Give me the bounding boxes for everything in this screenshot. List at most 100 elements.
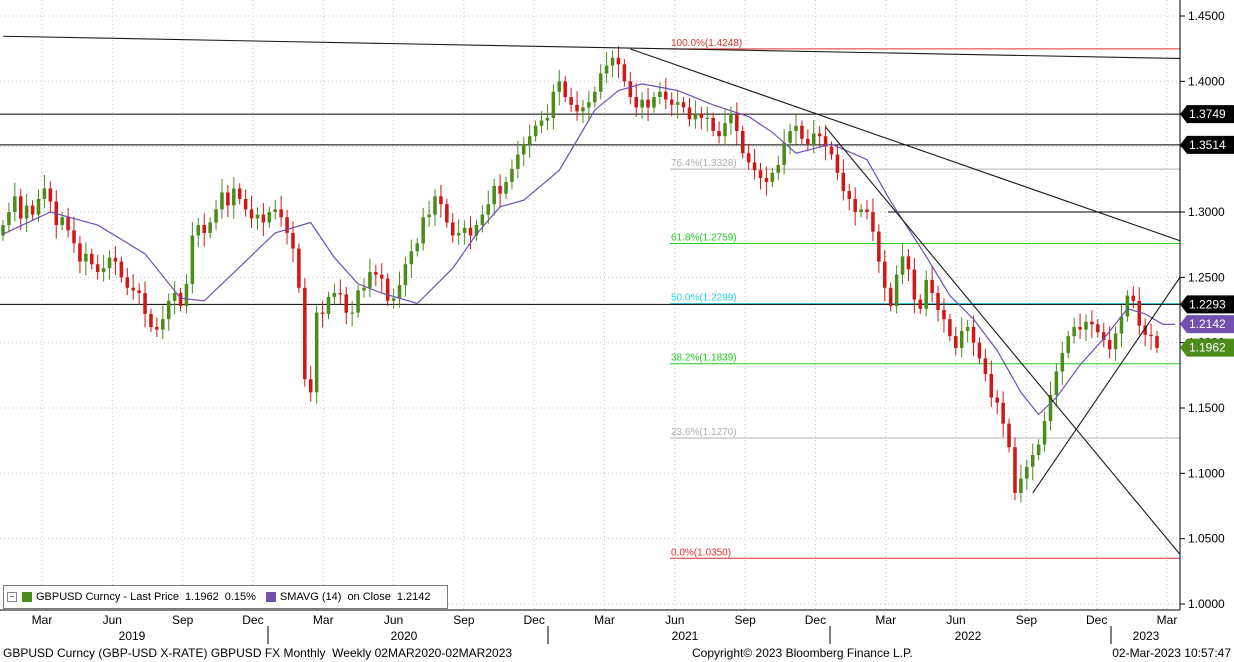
price-label-bg [1180, 135, 1234, 154]
candle-body [510, 168, 514, 182]
candle-body [817, 133, 822, 137]
y-tick-label: 1.1000 [1188, 466, 1225, 480]
x-month-label: Mar [875, 613, 896, 627]
candle-body [1030, 455, 1035, 467]
candle-body [1078, 326, 1082, 330]
chart-grid [0, 0, 1180, 610]
x-month-label: Jun [946, 613, 965, 627]
candle-body [285, 217, 289, 233]
candle-body [7, 212, 11, 226]
legend-item-price: GBPUSD Curncy - Last Price 1.1962 0.15% [22, 591, 256, 603]
legend-series1-value: 1.1962 [185, 591, 219, 603]
legend-series1-change: 0.15% [224, 591, 256, 603]
candle-body [652, 97, 656, 108]
candle-body [906, 256, 911, 270]
fib-label: 61.8%(1.2759) [671, 232, 737, 243]
candle-body [782, 142, 786, 165]
price-label-text: 1.3749 [1189, 107, 1226, 121]
candle-body [338, 293, 343, 295]
candle-body [912, 269, 917, 300]
candle-body [729, 114, 733, 124]
candle-body [66, 217, 70, 231]
candle-body [581, 107, 585, 112]
horizontal-levels [0, 113, 1180, 305]
candle-body [1001, 402, 1005, 424]
candle-body [871, 212, 875, 232]
candle-body [746, 153, 751, 163]
candle-body [959, 330, 964, 348]
x-month-label: Dec [242, 613, 263, 627]
legend-collapse-icon[interactable]: − [7, 592, 17, 602]
candle-body [78, 243, 82, 262]
legend-item-sma: SMAVG (14) on Close 1.2142 [265, 591, 431, 603]
candle-body [930, 279, 934, 294]
candle-body [291, 232, 295, 249]
candle-body [776, 164, 781, 173]
candle-body [693, 114, 698, 120]
candle-body [1, 225, 5, 236]
x-month-label: Sep [453, 613, 475, 627]
candle-body [971, 326, 976, 343]
candle-body [462, 227, 467, 233]
candle-body [587, 102, 591, 108]
candle-body [498, 185, 502, 194]
candle-body [681, 102, 686, 108]
candle-body [516, 154, 520, 169]
candle-body [527, 136, 532, 145]
candle-body [995, 397, 999, 403]
candle-body [616, 57, 621, 65]
candle-body [486, 204, 491, 215]
candle-body [628, 81, 633, 98]
price-label-text: 1.3514 [1189, 138, 1226, 152]
candle-body [539, 120, 544, 126]
candle-body [214, 209, 218, 223]
x-month-label: Dec [524, 613, 545, 627]
candle-body [137, 290, 141, 294]
price-label-bg [1180, 315, 1234, 334]
price-label-text: 1.2142 [1189, 317, 1226, 331]
candle-body [226, 192, 230, 206]
fib-label: 38.2%(1.1839) [671, 353, 737, 364]
candle-body [119, 261, 124, 278]
candle-body [924, 279, 928, 309]
candle-body [261, 214, 266, 223]
candle-body [770, 172, 775, 182]
candle-body [1048, 394, 1053, 422]
candle-body [397, 285, 402, 299]
candle-body [811, 133, 816, 145]
candle-body [711, 117, 715, 131]
x-month-label: Sep [1016, 613, 1038, 627]
candle-body [101, 268, 106, 273]
candle-body [752, 162, 757, 171]
candle-body [1101, 332, 1106, 341]
candle-body [806, 138, 810, 145]
candle-body [735, 114, 739, 131]
candle-body [42, 188, 47, 199]
candle-body [1013, 447, 1017, 493]
candle-body [178, 293, 183, 307]
candle-body [362, 287, 366, 291]
candle-body [279, 209, 283, 218]
candle-body [764, 178, 769, 182]
price-label-bg [1180, 105, 1234, 124]
candle-body [1149, 334, 1153, 337]
fib-label: 50.0%(1.2299) [671, 293, 737, 304]
candle-body [888, 287, 893, 307]
candle-body [936, 293, 940, 310]
price-label-bg [1180, 338, 1234, 357]
candle-body [492, 185, 496, 205]
candle-body [1066, 336, 1071, 354]
candle-body [658, 91, 662, 98]
y-tick-label: 1.0500 [1188, 532, 1225, 546]
candle-body [30, 205, 35, 215]
candle-body [172, 293, 177, 301]
fibonacci-levels: 100.0%(1.4248) 76.4%(1.3328) 61.8%(1.2759)… [670, 38, 1180, 559]
candle-body [705, 117, 710, 119]
candle-body [877, 231, 881, 262]
candle-body [409, 251, 414, 265]
trendline [630, 48, 1181, 242]
candle-body [841, 172, 846, 192]
x-month-label: Mar [1157, 613, 1178, 627]
x-month-label: Sep [172, 613, 194, 627]
x-year-label: 2019 [119, 629, 146, 643]
